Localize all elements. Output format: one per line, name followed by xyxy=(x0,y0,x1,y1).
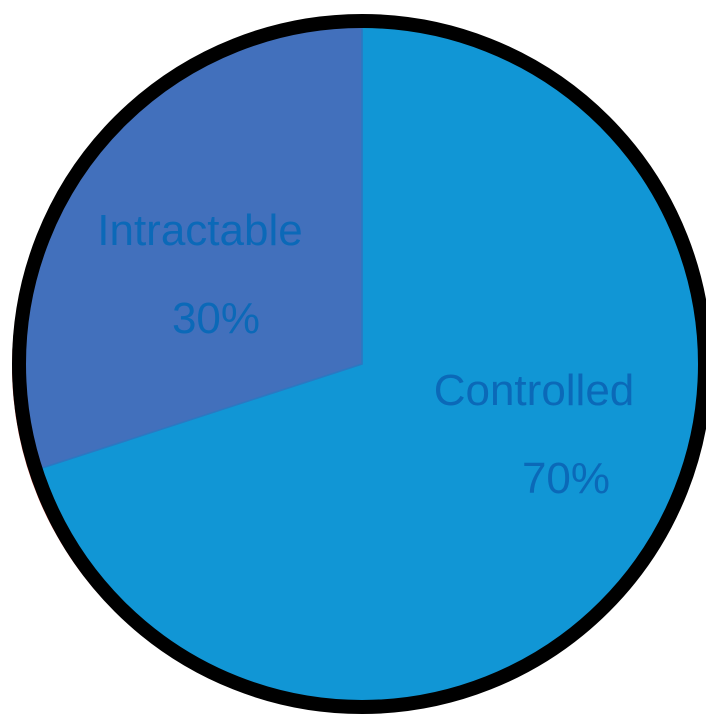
pie-slices xyxy=(23,25,701,703)
slice-value-intractable: 30% xyxy=(172,294,260,343)
slice-label-intractable: Intractable xyxy=(97,206,302,255)
slice-value-controlled: 70% xyxy=(522,454,610,503)
pie-border xyxy=(12,14,706,714)
slice-label-controlled: Controlled xyxy=(434,366,635,415)
